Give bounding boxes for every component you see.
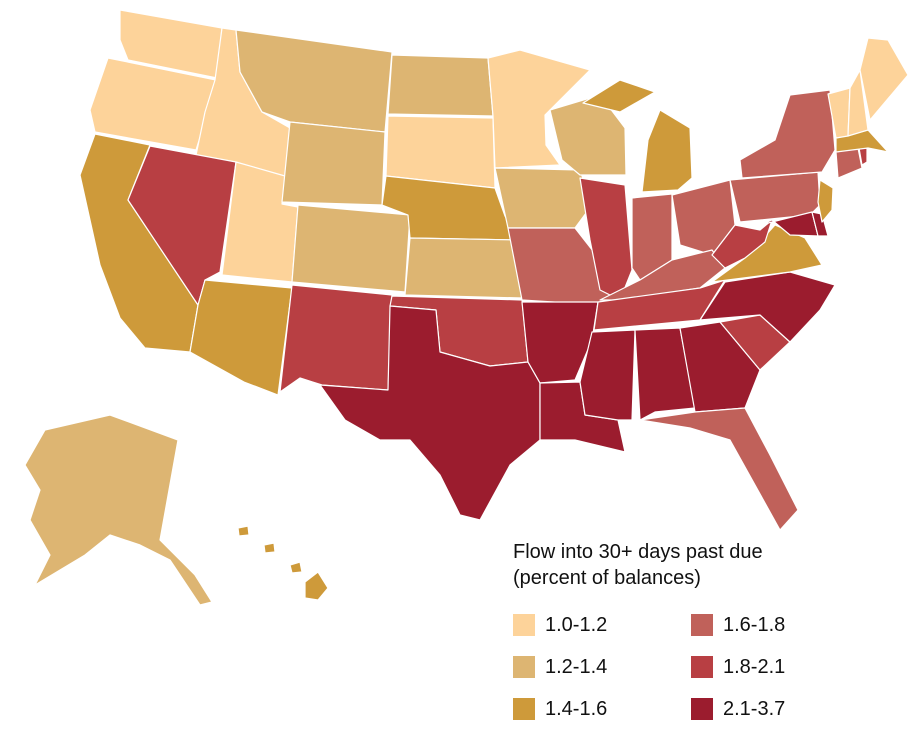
legend-item: 1.8-2.1 — [691, 655, 785, 679]
legend-swatch — [513, 656, 535, 678]
state-ct — [835, 147, 863, 179]
legend: Flow into 30+ days past due (percent of … — [513, 539, 893, 733]
state-ks — [404, 237, 523, 299]
state-me — [859, 37, 909, 121]
state-nc — [699, 271, 836, 343]
legend-item: 1.6-1.8 — [691, 613, 785, 637]
state-al — [634, 327, 696, 421]
legend-swatch — [691, 656, 713, 678]
state-ia — [494, 167, 593, 229]
legend-item: 2.1-3.7 — [691, 697, 785, 721]
state-ga — [679, 321, 761, 413]
state-nj — [817, 179, 834, 223]
legend-label: 1.6-1.8 — [723, 613, 786, 636]
legend-swatch — [513, 698, 535, 720]
legend-item: 1.4-1.6 — [513, 697, 607, 721]
state-hi-maui — [289, 561, 303, 574]
state-ny — [739, 89, 836, 179]
legend-title: Flow into 30+ days past due (percent of … — [513, 541, 763, 589]
legend-item: 1.2-1.4 — [513, 655, 607, 679]
legend-label: 1.4-1.6 — [545, 697, 608, 720]
state-nh — [847, 69, 869, 137]
state-az — [189, 279, 293, 396]
state-hi-oahu — [263, 542, 276, 554]
state-de — [811, 211, 829, 237]
state-nd — [387, 54, 494, 117]
state-hi-kauai — [237, 525, 250, 537]
legend-label: 1.0-1.2 — [545, 613, 608, 636]
legend-label: 1.8-2.1 — [723, 655, 786, 678]
legend-label: 2.1-3.7 — [723, 697, 786, 720]
legend-items: 1.0-1.2 1.2-1.4 1.4-1.6 1.6-1.8 1.8-2.1 … — [513, 613, 893, 733]
state-mn — [487, 49, 591, 169]
legend-label: 1.2-1.4 — [545, 655, 608, 678]
state-wa — [119, 9, 223, 79]
state-hi — [304, 571, 329, 601]
state-wy — [281, 121, 386, 206]
state-co — [291, 204, 411, 293]
legend-swatch — [513, 614, 535, 636]
state-ak — [24, 414, 213, 606]
state-mi — [641, 109, 693, 193]
state-tx — [319, 305, 541, 521]
state-mi-up — [582, 79, 656, 113]
state-nm — [279, 284, 393, 393]
legend-swatch — [691, 614, 713, 636]
state-wv — [711, 219, 773, 269]
state-fl — [639, 407, 799, 531]
legend-swatch — [691, 698, 713, 720]
state-md — [759, 211, 819, 237]
legend-item: 1.0-1.2 — [513, 613, 607, 637]
